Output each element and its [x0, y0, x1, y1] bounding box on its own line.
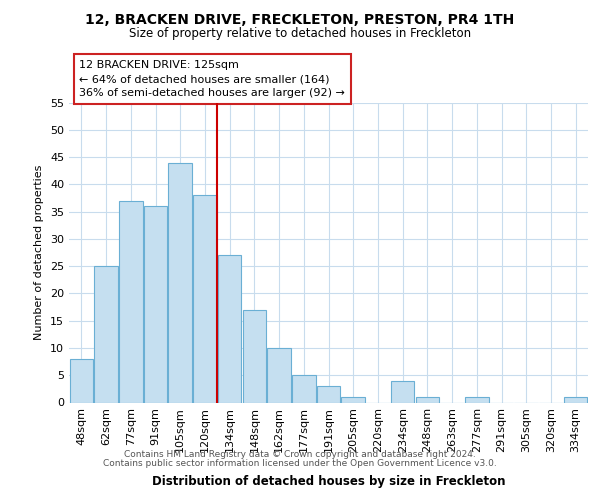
Y-axis label: Number of detached properties: Number of detached properties	[34, 165, 44, 340]
Bar	[341, 397, 365, 402]
Bar	[144, 206, 167, 402]
Bar	[317, 386, 340, 402]
Bar	[193, 195, 217, 402]
Bar	[119, 200, 143, 402]
Bar	[218, 255, 241, 402]
Bar	[564, 397, 587, 402]
Bar	[465, 397, 488, 402]
Bar	[268, 348, 291, 403]
Bar	[94, 266, 118, 402]
Text: 12 BRACKEN DRIVE: 125sqm
← 64% of detached houses are smaller (164)
36% of semi-: 12 BRACKEN DRIVE: 125sqm ← 64% of detach…	[79, 60, 345, 98]
Text: Distribution of detached houses by size in Freckleton: Distribution of detached houses by size …	[152, 474, 506, 488]
Text: Contains public sector information licensed under the Open Government Licence v3: Contains public sector information licen…	[103, 459, 497, 468]
Bar	[242, 310, 266, 402]
Bar	[292, 375, 316, 402]
Bar	[416, 397, 439, 402]
Text: 12, BRACKEN DRIVE, FRECKLETON, PRESTON, PR4 1TH: 12, BRACKEN DRIVE, FRECKLETON, PRESTON, …	[85, 12, 515, 26]
Bar	[70, 359, 93, 403]
Text: Contains HM Land Registry data © Crown copyright and database right 2024.: Contains HM Land Registry data © Crown c…	[124, 450, 476, 459]
Text: Size of property relative to detached houses in Freckleton: Size of property relative to detached ho…	[129, 28, 471, 40]
Bar	[391, 380, 415, 402]
Bar	[169, 162, 192, 402]
